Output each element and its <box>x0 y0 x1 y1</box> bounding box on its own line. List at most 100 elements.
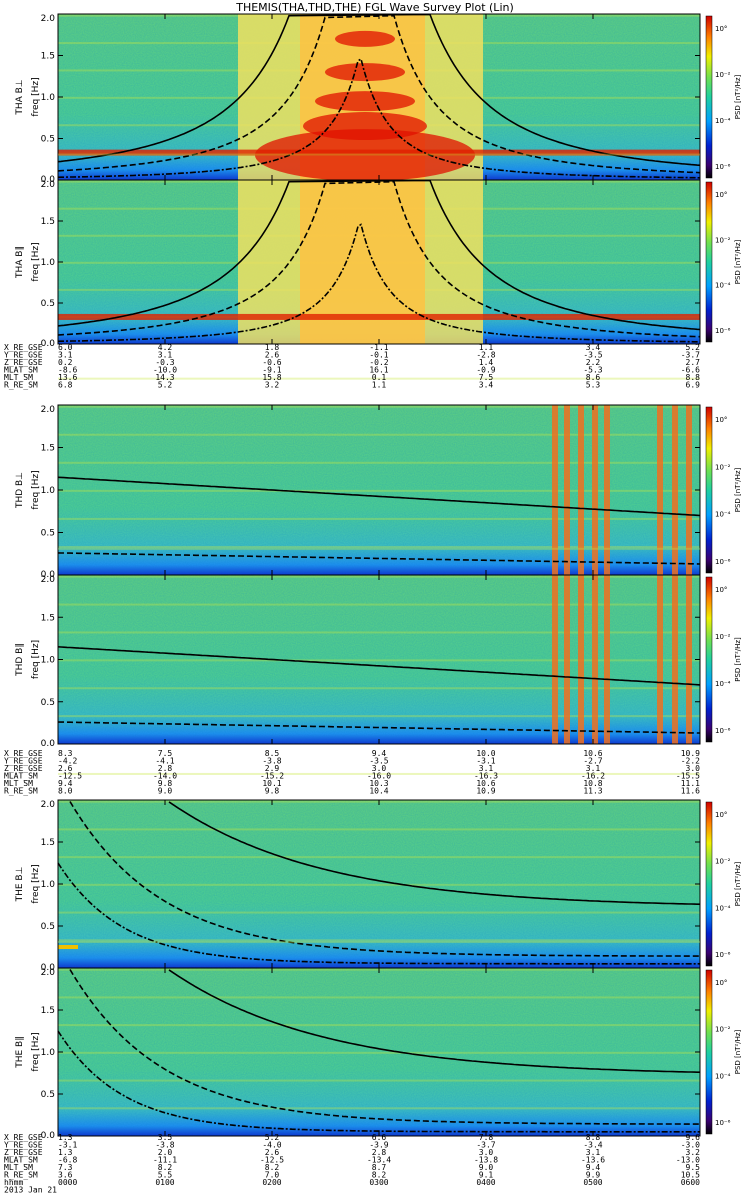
ephemeris-value: 9.6 <box>686 1133 701 1142</box>
ephemeris-value: 3.1 <box>158 351 173 360</box>
resonance-line <box>58 313 700 320</box>
ephemeris-value: 15.8 <box>262 373 281 382</box>
colorbar-tick-label: 10⁻⁴ <box>715 117 731 125</box>
ephemeris-value: -16.3 <box>474 772 498 781</box>
colorbar-tick-label: 10⁻⁶ <box>715 1119 731 1127</box>
colorbar-tick-label: 10° <box>715 979 727 987</box>
y-tick-label: 1.5 <box>41 838 55 848</box>
ephemeris-value: 1.3 <box>58 1148 73 1157</box>
ephemeris-value: 10.3 <box>369 779 388 788</box>
ephemeris-row-label: X_RE_GSE <box>4 749 43 758</box>
colorbar: 10° 10⁻² 10⁻⁴ 10⁻⁶ PSD [nT²/Hz] <box>705 801 742 967</box>
colorbar-tick-label: 10⁻⁴ <box>715 904 731 912</box>
spectrogram-noise <box>58 800 700 968</box>
ephemeris-table: X_RE_GSE 1.3 3.5 5.2 6.6 7.8 8.8 9.6 Y_RE_GSE -3.… <box>4 1133 700 1195</box>
ephemeris-value: -16.0 <box>367 772 391 781</box>
gyrofrequency-curve <box>57 646 701 686</box>
y-axis-label: freq [Hz] <box>31 1032 41 1071</box>
harmonic-line <box>58 1051 700 1054</box>
harmonic-line <box>58 939 700 942</box>
colorbar-tick-label: 10⁻² <box>715 633 731 641</box>
y-axis-label: freq [Hz] <box>31 640 41 679</box>
ephemeris-value: 2.8 <box>372 1148 387 1157</box>
ephemeris-value: -8.6 <box>58 366 77 375</box>
colorbar-tick-label: 10⁻² <box>715 236 731 244</box>
colorbar-tick-label: 10⁻² <box>715 858 731 866</box>
y-tick-label: 1.5 <box>41 52 55 62</box>
ephemeris-value: 9.9 <box>586 1171 601 1180</box>
ephemeris-row-label: Z_RE_GSE <box>4 764 43 773</box>
ephemeris-row-label: MLT_SM <box>4 1163 33 1172</box>
gyrofrequency-curve <box>168 969 700 1073</box>
ephemeris-value: 6.9 <box>686 381 701 390</box>
ephemeris-value: -2.8 <box>476 351 495 360</box>
y-tick-label: 2.0 <box>41 800 56 810</box>
y-tick-label: 1.5 <box>41 444 55 454</box>
harmonic-line <box>58 687 700 690</box>
ephemeris-value: 8.8 <box>686 373 701 382</box>
y-tick-label: 0.0 <box>41 175 56 185</box>
panel-label: THE B⊥ <box>15 866 25 902</box>
ephemeris-value: 0000 <box>58 1178 77 1187</box>
ephemeris-value: -3.5 <box>369 757 388 766</box>
burst-stripe <box>578 405 584 575</box>
ephemeris-value: -5.3 <box>583 366 602 375</box>
harmonic-line <box>58 1079 700 1082</box>
ephemeris-value: -0.2 <box>369 358 388 367</box>
ephemeris-value: 14.3 <box>155 373 174 382</box>
harmonic-line <box>58 1024 700 1027</box>
y-tick-label: 0.5 <box>41 529 55 539</box>
ephemeris-value: 3.5 <box>158 1133 173 1142</box>
harmonic-line <box>58 545 700 548</box>
ephemeris-row-label: Y_RE_GSE <box>4 351 43 360</box>
spectrogram-panel: 0.0 0.5 1.0 1.5 2.0 THE B⊥ freq [Hz] 10° 10⁻² 10⁻… <box>15 772 742 973</box>
ephemeris-value: 4.2 <box>158 343 173 352</box>
ephemeris-row-label: hhmm <box>4 1178 23 1187</box>
ephemeris-value: 3.1 <box>479 764 494 773</box>
colorbar-tick-label: 10° <box>715 586 727 594</box>
colorbar-label: PSD [nT²/Hz] <box>734 861 742 906</box>
spectrogram-panel: 0.0 0.5 1.0 1.5 2.0 THD B∥ freq [Hz] 10° 10⁻² 10⁻… <box>15 547 742 749</box>
ephemeris-value: 8.8 <box>586 1133 601 1142</box>
ephemeris-value: -13.0 <box>676 1156 700 1165</box>
harmonic-line <box>58 828 700 831</box>
spectrogram-panel: 0.0 0.5 1.0 1.5 2.0 THA B∥ freq [Hz] 10° 10⁻² 10⁻… <box>15 153 742 349</box>
harmonic-line <box>58 489 700 492</box>
ephemeris-value: 6.0 <box>58 343 73 352</box>
colorbar-tick-label: 10° <box>715 191 727 199</box>
colorbar: 10° 10⁻² 10⁻⁴ 10⁻⁶ PSD [nT²/Hz] <box>705 406 742 574</box>
colorbar-scale <box>705 181 713 343</box>
gyrofrequency-curve <box>168 801 700 905</box>
colorbar-label: PSD [nT²/Hz] <box>734 74 742 119</box>
ephemeris-value: -0.9 <box>476 366 495 375</box>
ephemeris-value: -9.1 <box>262 366 281 375</box>
tenth-gyrofrequency-curve <box>57 57 700 179</box>
ephemeris-value: 2.7 <box>686 358 701 367</box>
ephemeris-value: 2.2 <box>586 358 601 367</box>
spectrogram-panel: 0.0 0.5 1.0 1.5 2.0 THA B⊥ freq [Hz] 10° 10⁻² 10⁻… <box>15 13 742 185</box>
power-blob <box>335 30 395 47</box>
ephemeris-row-label: Y_RE_GSE <box>4 757 43 766</box>
colorbar-label: PSD [nT²/Hz] <box>734 467 742 512</box>
colorbar: 10° 10⁻² 10⁻⁴ 10⁻⁶ PSD [nT²/Hz] <box>705 576 742 743</box>
ephemeris-value: 3.6 <box>58 1171 73 1180</box>
ephemeris-value: 3.1 <box>586 764 601 773</box>
ephemeris-value: 6.8 <box>58 381 73 390</box>
ephemeris-value: 2.6 <box>265 351 280 360</box>
y-tick-label: 1.0 <box>41 1048 56 1058</box>
ephemeris-value: -13.8 <box>474 1156 498 1165</box>
harmonic-line <box>58 996 700 999</box>
ephemeris-value: 7.3 <box>58 1163 73 1172</box>
harmonic-line <box>58 856 700 859</box>
ephemeris-value: 11.6 <box>681 787 700 796</box>
ephemeris-value: 8.7 <box>372 1163 387 1172</box>
y-tick-label: 2.0 <box>41 14 56 24</box>
y-tick-label: 2.0 <box>41 180 56 190</box>
panel-label: THA B⊥ <box>15 79 25 115</box>
colorbar-label: PSD [nT²/Hz] <box>734 1029 742 1074</box>
ephemeris-value: 7.5 <box>158 749 173 758</box>
harmonic-line <box>58 715 700 718</box>
low-freq-feature <box>58 945 78 949</box>
ephemeris-value: -3.8 <box>155 1141 174 1150</box>
